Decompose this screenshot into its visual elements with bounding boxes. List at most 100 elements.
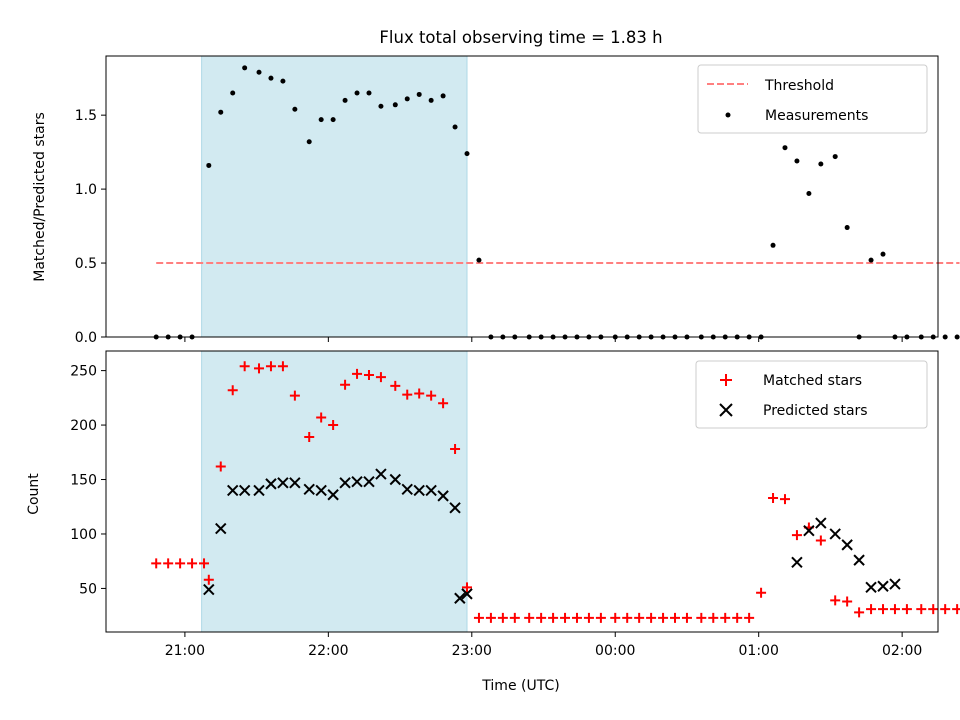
- matched-star-point: [940, 604, 951, 615]
- matched-star-point: [509, 612, 520, 623]
- x-tick-label: 00:00: [595, 643, 635, 659]
- count-panel: 50 100 150 200 250 21:00 22:00 23:00 00:00 01:00…: [26, 350, 960, 694]
- matched-star-point: [340, 379, 351, 390]
- predicted-star-point: [791, 556, 803, 569]
- matched-star-point: [462, 582, 473, 593]
- matched-star-point: [497, 612, 508, 623]
- measurement-point: [440, 93, 446, 99]
- measurement-point: [242, 65, 248, 71]
- predicted-star-point: [449, 502, 461, 514]
- measurement-point: [404, 96, 410, 102]
- x-tick-label: 23:00: [452, 643, 492, 659]
- matched-star-point: [791, 530, 802, 541]
- bottom-y-axis-label: Count: [26, 473, 42, 515]
- ratio-panel: 0.0 0.5 1.0 1.5 Matched/Predicted stars Thr…: [32, 55, 960, 346]
- threshold-legend-label: Threshold: [764, 78, 834, 94]
- predicted-star-point: [389, 473, 401, 486]
- matched-star-point: [732, 612, 743, 623]
- predicted-star-point: [339, 477, 351, 489]
- matched-stars-points: [151, 361, 960, 623]
- predicted-star-point: [203, 583, 215, 596]
- predicted-star-point: [437, 490, 449, 502]
- matched-star-point: [634, 612, 645, 623]
- predicted-star-point: [413, 484, 425, 497]
- matched-star-point: [402, 389, 413, 400]
- measurement-point: [416, 91, 422, 97]
- measurement-point: [806, 191, 812, 197]
- predicted-star-point: [277, 477, 289, 489]
- matched-star-point: [203, 574, 214, 585]
- matched-star-point: [316, 412, 327, 423]
- predicted-star-point: [238, 484, 251, 497]
- matched-star-point: [952, 604, 960, 615]
- y-tick-label: 50: [79, 581, 97, 597]
- measurement-point: [366, 90, 372, 96]
- chart-title: Flux total observing time = 1.83 h: [379, 28, 662, 47]
- top-legend: Threshold Measurements: [697, 64, 928, 134]
- predicted-star-point: [853, 554, 865, 566]
- matched-star-point: [854, 607, 865, 618]
- observing-window-span: [201, 350, 468, 633]
- matched-star-point: [524, 612, 535, 623]
- predicted-star-point: [289, 477, 301, 489]
- measurement-point: [844, 225, 850, 231]
- matched-star-point: [163, 558, 174, 569]
- matched-star-point: [328, 420, 339, 431]
- matched-star-point: [254, 363, 265, 374]
- y-tick-label: 250: [70, 364, 97, 380]
- matched-star-point: [352, 368, 363, 379]
- measurement-point: [832, 154, 838, 160]
- x-tick-label: 21:00: [165, 643, 205, 659]
- predicted-star-point: [363, 475, 375, 488]
- predicted-star-point: [865, 581, 877, 594]
- matched-star-point: [485, 612, 496, 623]
- y-tick-label: 100: [70, 527, 97, 543]
- measurement-point: [392, 102, 398, 108]
- matched-star-point: [265, 361, 276, 372]
- matched-star-point: [215, 461, 226, 472]
- matched-star-point: [199, 558, 210, 569]
- measurement-point: [218, 109, 224, 115]
- highlight-span: [201, 350, 468, 633]
- matched-star-point: [536, 612, 547, 623]
- matched-star-point: [720, 612, 731, 623]
- matched-legend-label: Matched stars: [763, 373, 862, 389]
- matched-star-point: [583, 612, 594, 623]
- x-tick-label: 01:00: [739, 643, 779, 659]
- predicted-star-point: [829, 528, 841, 540]
- matched-star-point: [473, 612, 484, 623]
- matched-star-point: [450, 444, 461, 455]
- predicted-star-point: [815, 517, 827, 529]
- matched-star-point: [289, 390, 300, 401]
- predicted-star-point: [454, 592, 466, 604]
- predicted-star-point: [265, 478, 277, 490]
- measurements-legend-swatch: [725, 112, 731, 118]
- measurement-point: [770, 242, 776, 248]
- matched-star-point: [916, 604, 927, 615]
- predicted-star-point: [401, 483, 413, 496]
- matched-star-point: [756, 587, 767, 598]
- predicted-star-point: [253, 484, 265, 497]
- predicted-star-point: [425, 484, 437, 497]
- matched-star-point: [928, 604, 939, 615]
- bottom-y-ticks: 50 100 150 200 250: [70, 364, 106, 597]
- y-tick-label: 0.0: [75, 330, 97, 346]
- x-axis-label: Time (UTC): [481, 678, 559, 694]
- predicted-star-point: [461, 588, 473, 600]
- matched-star-point: [779, 494, 790, 505]
- measurement-point: [280, 78, 286, 84]
- y-tick-label: 1.5: [75, 108, 97, 124]
- matched-star-point: [277, 361, 288, 372]
- predicted-legend-swatch: [719, 403, 733, 417]
- predicted-star-point: [889, 578, 901, 590]
- predicted-star-point: [803, 525, 815, 537]
- matched-star-point: [696, 612, 707, 623]
- measurement-point: [256, 69, 262, 75]
- measurement-point: [428, 97, 434, 103]
- measurement-point: [330, 117, 336, 123]
- y-tick-label: 200: [70, 418, 97, 434]
- matched-star-point: [901, 604, 912, 615]
- matched-star-point: [239, 361, 250, 372]
- top-y-axis-label: Matched/Predicted stars: [32, 112, 48, 282]
- measurement-point: [378, 103, 384, 109]
